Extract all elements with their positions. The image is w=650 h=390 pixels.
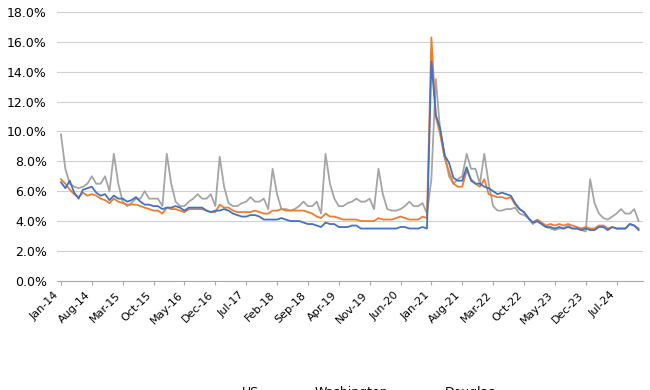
- Washington: [529, 220, 537, 225]
- Douglas: [233, 204, 241, 209]
- US: [577, 228, 585, 232]
- Douglas: [529, 222, 537, 226]
- Douglas: [127, 201, 135, 206]
- Washington: [251, 208, 259, 213]
- US: [635, 228, 643, 232]
- Washington: [525, 216, 532, 220]
- Washington: [233, 210, 241, 215]
- US: [233, 213, 241, 217]
- Douglas: [525, 216, 532, 220]
- US: [525, 216, 532, 220]
- Washington: [428, 35, 436, 40]
- Line: US: US: [61, 61, 639, 230]
- Washington: [57, 177, 65, 182]
- Washington: [105, 201, 113, 206]
- Washington: [635, 226, 643, 231]
- Line: Douglas: Douglas: [61, 79, 639, 232]
- Douglas: [432, 77, 439, 82]
- Douglas: [582, 229, 590, 234]
- Washington: [577, 226, 585, 231]
- Line: Washington: Washington: [61, 37, 639, 229]
- Douglas: [251, 199, 259, 204]
- US: [105, 198, 113, 202]
- US: [529, 220, 537, 225]
- Douglas: [635, 219, 643, 223]
- Washington: [127, 202, 135, 207]
- US: [127, 198, 135, 202]
- US: [57, 180, 65, 184]
- US: [251, 213, 259, 217]
- Douglas: [105, 189, 113, 193]
- Douglas: [57, 132, 65, 137]
- US: [428, 59, 436, 64]
- Legend: US, Washington, Douglas: US, Washington, Douglas: [199, 381, 500, 390]
